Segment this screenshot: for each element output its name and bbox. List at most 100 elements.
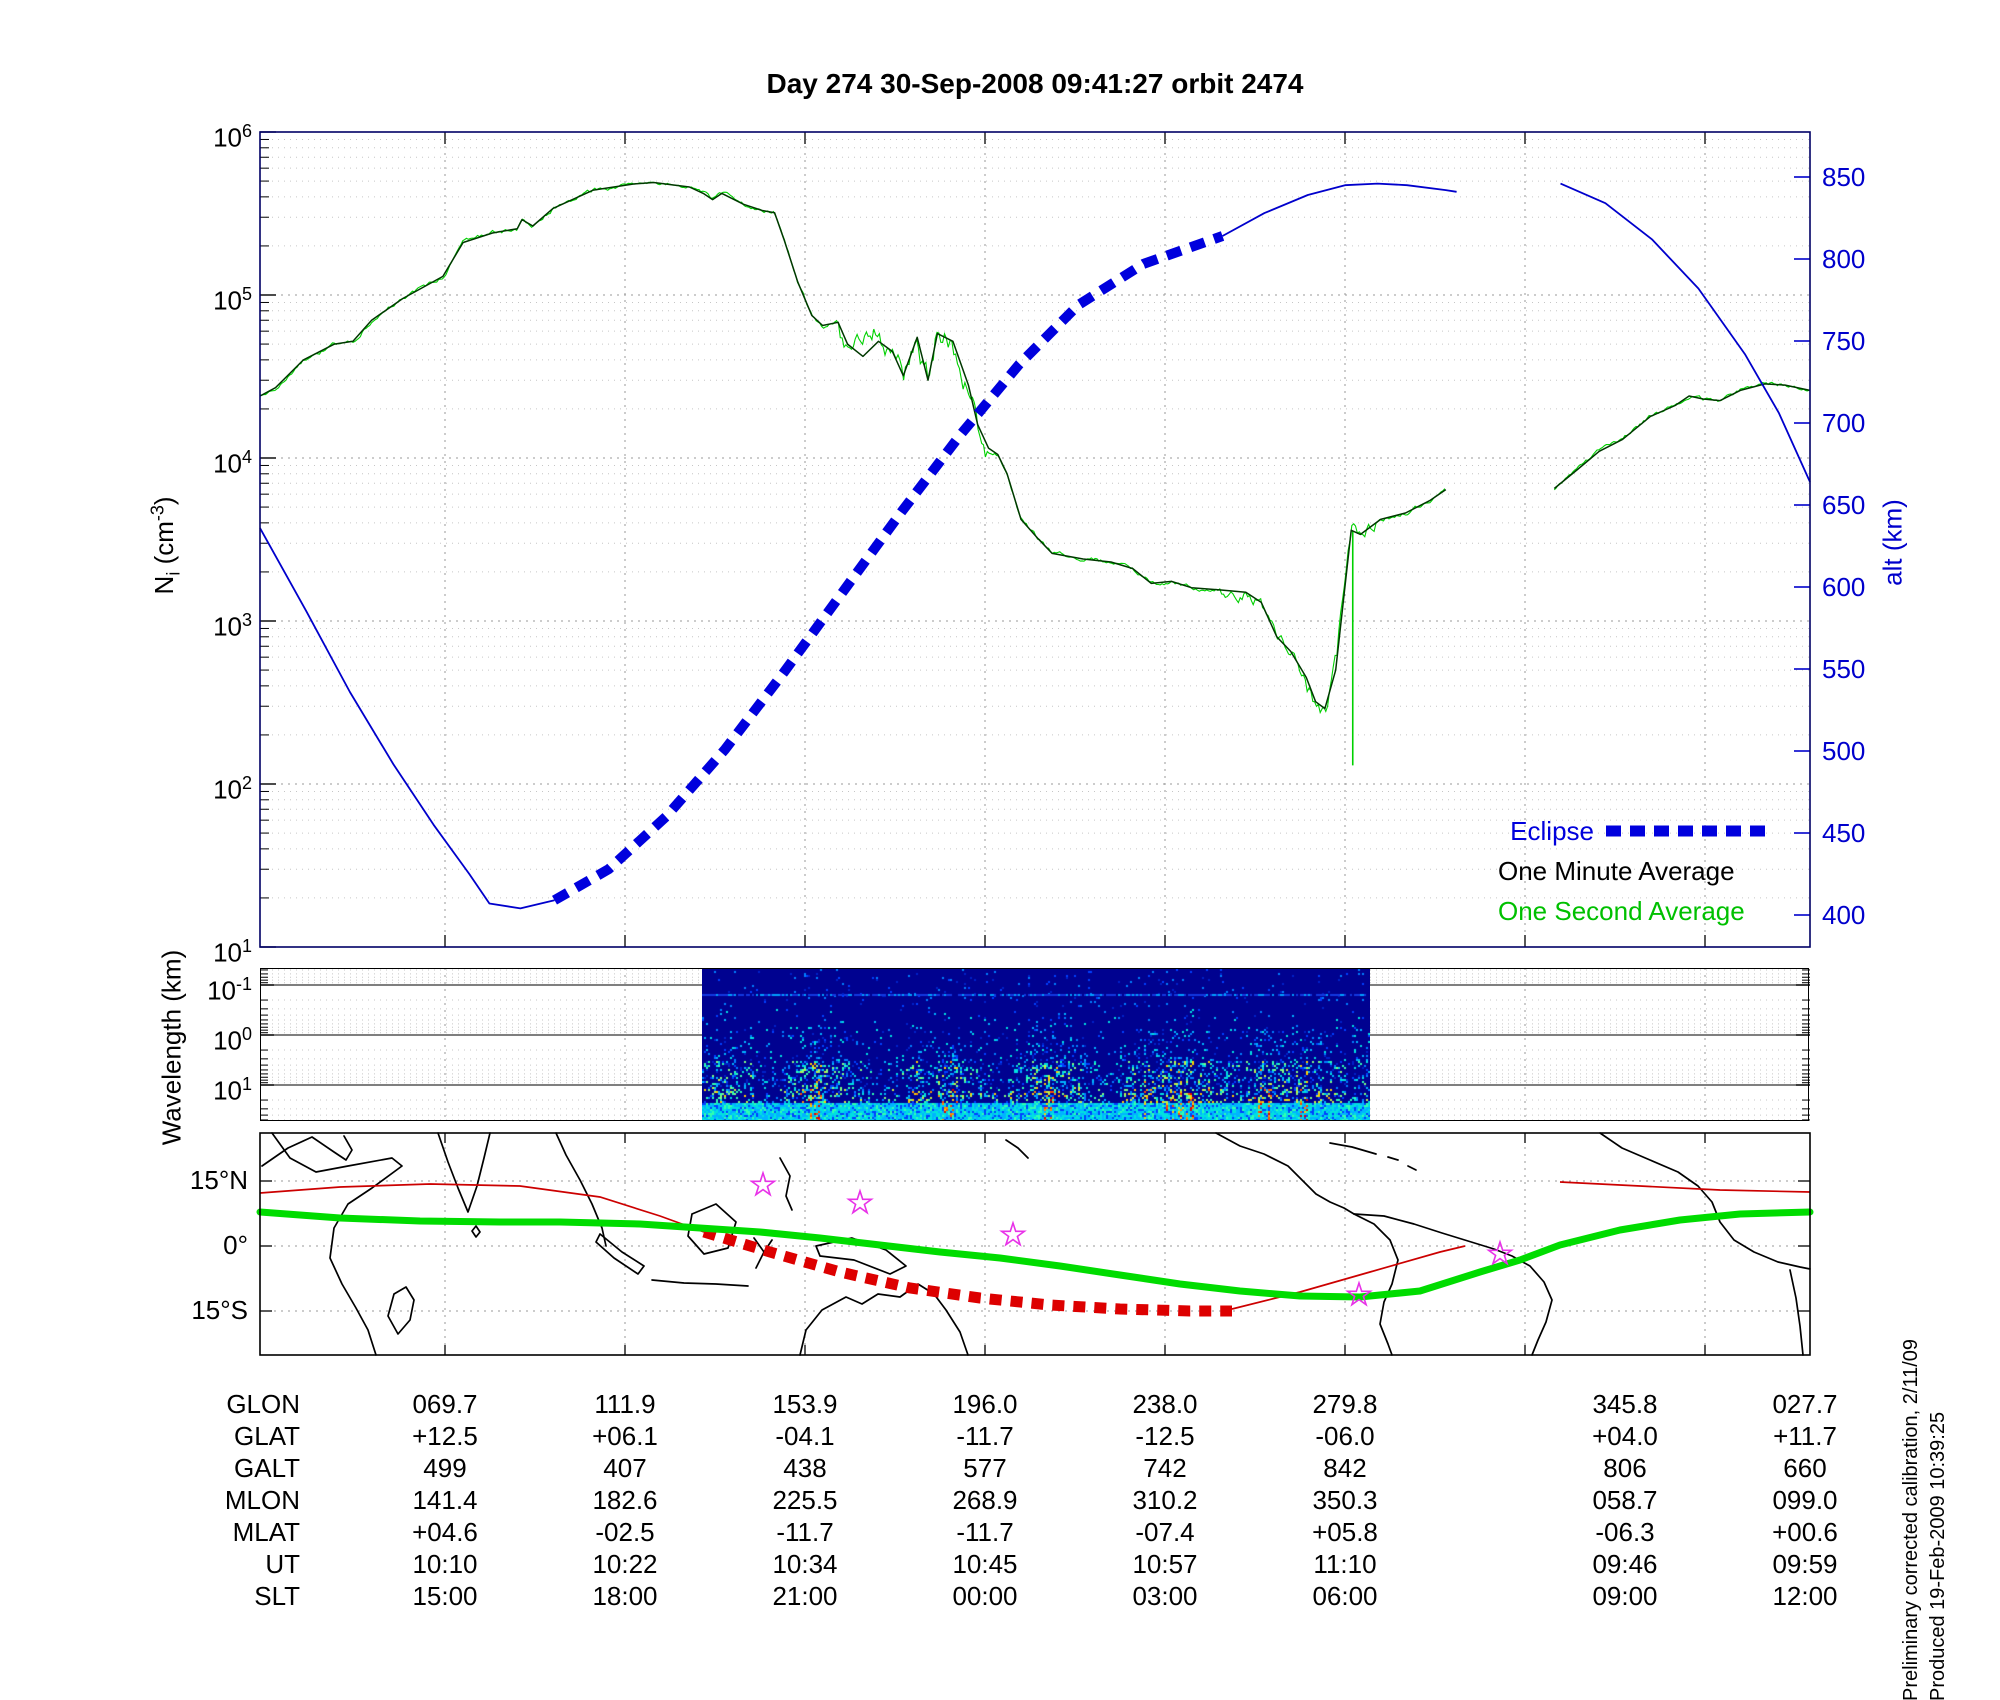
table-cell: 438 [783,1453,827,1483]
wavelength-tick-label: 10-1 [207,974,252,1006]
table-cell: 15:00 [412,1581,478,1611]
table-cell: -06.3 [1595,1517,1655,1547]
table-cell: 268.9 [952,1485,1018,1515]
legend-eclipse-label: Eclipse [1510,816,1594,846]
alt-tick-label: 850 [1822,162,1866,192]
table-cell: 842 [1323,1453,1367,1483]
table-cell: -02.5 [595,1517,655,1547]
table-cell: 279.8 [1312,1389,1378,1419]
production-annotation: Preliminary corrected calibration, 2/11/… [1898,1301,1952,1700]
table-cell: 069.7 [412,1389,478,1419]
wavelength-tick-label: 101 [213,1074,252,1106]
red-track-post [1231,1245,1466,1310]
table-cell: 225.5 [772,1485,838,1515]
table-cell: 153.9 [772,1389,838,1419]
ni-tick-label: 105 [213,284,252,316]
ni-tick-label: 102 [213,773,252,805]
table-cell: +04.6 [412,1517,478,1547]
table-cell: 09:00 [1592,1581,1658,1611]
red-track-pre [259,1183,705,1233]
map-lat-label: 15°N [189,1165,248,1195]
table-cell: 141.4 [412,1485,478,1515]
table-cell: 10:34 [772,1549,838,1579]
table-cell: +05.8 [1312,1517,1378,1547]
legend-one-minute-label: One Minute Average [1498,856,1735,886]
map-border [259,1132,1811,1356]
table-cell: 058.7 [1592,1485,1658,1515]
map-ground-tracks [256,1181,1814,1317]
legend-one-second-label: One Second Average [1498,896,1745,926]
table-cell: 10:45 [952,1549,1018,1579]
table-cell: 18:00 [592,1581,658,1611]
table-cell: 499 [423,1453,467,1483]
spectrogram-border [260,968,1809,1121]
table-row-label-slt: SLT [254,1581,300,1611]
table-cell: -11.7 [956,1517,1014,1547]
table-cell: 027.7 [1772,1389,1838,1419]
table-cell: 577 [963,1453,1007,1483]
table-cell: 11:10 [1313,1549,1377,1579]
table-cell: 345.8 [1592,1389,1658,1419]
table-row-label-glon: GLON [226,1389,300,1419]
map-gridlines [260,1133,1810,1355]
star-marker [749,1170,777,1197]
table-row-label-galt: GALT [234,1453,300,1483]
green-orbit-track [256,1208,1814,1301]
alt-tick-label: 450 [1822,818,1866,848]
table-cell: -07.4 [1135,1517,1195,1547]
table-cell: -12.5 [1135,1421,1195,1451]
table-cell: 10:10 [412,1549,478,1579]
table-cell: 03:00 [1132,1581,1198,1611]
alt-tick-label: 650 [1822,490,1866,520]
table-cell: 10:22 [592,1549,658,1579]
table-cell: 10:57 [1132,1549,1198,1579]
table-cell: 310.2 [1132,1485,1198,1515]
ni-tick-label: 101 [213,936,252,968]
eclipse-dashed-curve [552,231,1225,905]
table-cell: +06.1 [592,1421,658,1451]
star-marker [1345,1280,1373,1307]
table-cell: 742 [1143,1453,1187,1483]
table-cell: 806 [1603,1453,1647,1483]
ni-tick-label: 106 [213,121,252,153]
table-row-label-glat: GLAT [234,1421,300,1451]
wavelength-tick-label: 100 [213,1024,252,1056]
alt-tick-label: 400 [1822,900,1866,930]
table-cell: +12.5 [412,1421,478,1451]
red-track-wrap [1559,1181,1811,1193]
table-cell: 06:00 [1312,1581,1378,1611]
alt-axis-label: alt (km) [1877,499,1908,586]
table-cell: 196.0 [952,1389,1018,1419]
table-cell: +00.6 [1772,1517,1838,1547]
red-eclipse-dashed-track [702,1226,1232,1317]
table-cell: +04.0 [1592,1421,1658,1451]
altitude-curves [259,182,1811,910]
table-row-label-mlon: MLON [224,1485,300,1515]
table-cell: 09:59 [1772,1549,1838,1579]
table-row-label-mlat: MLAT [232,1517,300,1547]
table-cell: 182.6 [592,1485,658,1515]
table-cell: +11.7 [1773,1421,1837,1451]
map-star-markers [749,1170,1514,1307]
ni-tick-label: 103 [213,610,252,642]
table-cell: -04.1 [775,1421,835,1451]
map-lat-label: 15°S [191,1295,248,1325]
map-lat-label: 0° [223,1230,248,1260]
table-cell: 00:00 [952,1581,1018,1611]
alt-tick-label: 700 [1822,408,1866,438]
annotation-line-1: Preliminary corrected calibration, 2/11/… [1900,1338,1922,1700]
alt-tick-label: 800 [1822,244,1866,274]
star-marker [999,1220,1027,1247]
table-cell: 238.0 [1132,1389,1198,1419]
alt-tick-label: 750 [1822,326,1866,356]
alt-tick-label: 600 [1822,572,1866,602]
map-coastlines [261,1132,1811,1356]
table-cell: 660 [1783,1453,1827,1483]
table-cell: 09:46 [1592,1549,1658,1579]
table-row-label-ut: UT [265,1549,300,1579]
star-marker [1486,1239,1514,1266]
table-cell: 12:00 [1772,1581,1838,1611]
table-cell: 099.0 [1772,1485,1838,1515]
ni-one-minute-curve [259,181,1811,710]
